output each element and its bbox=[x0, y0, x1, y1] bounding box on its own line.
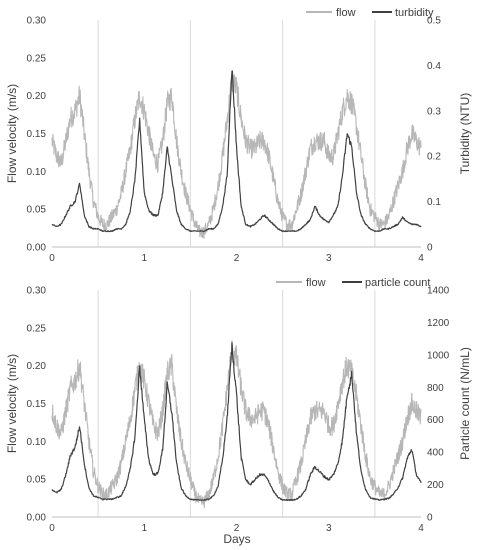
y2-tick-label: 0.1 bbox=[427, 197, 441, 208]
y2-axis-label: Turbidity (NTU) bbox=[458, 93, 472, 175]
legend: flow turbidity bbox=[306, 7, 434, 19]
series-line-particle-count bbox=[51, 342, 422, 502]
x-tick-label: 1 bbox=[141, 253, 147, 264]
y-tick-label: 0.10 bbox=[27, 437, 47, 448]
legend-label-secondary: turbidity bbox=[395, 7, 434, 19]
y-tick-label: 0.20 bbox=[27, 91, 47, 102]
x-tick-label: 0 bbox=[49, 523, 55, 534]
y-axis-label: Flow velocity (m/s) bbox=[5, 84, 19, 183]
y-tick-labels: 0.00 0.05 0.10 0.15 0.20 0.25 0.30 bbox=[27, 286, 47, 524]
x-tick-labels: 0 1 2 3 4 bbox=[49, 523, 424, 534]
y2-tick-label: 1200 bbox=[427, 318, 450, 329]
x-tick-labels: 0 1 2 3 4 bbox=[49, 253, 424, 264]
series-line-turbidity bbox=[51, 70, 422, 233]
flow-series-layer bbox=[51, 340, 422, 509]
x-tick-label: 2 bbox=[234, 523, 240, 534]
turbidity-series-layer bbox=[51, 70, 422, 233]
y2-tick-labels: 0 200 400 600 800 1000 1200 1400 bbox=[427, 286, 450, 524]
y-tick-label: 0.00 bbox=[27, 513, 47, 524]
series-line-flow bbox=[51, 72, 422, 239]
x-tick-label: 1 bbox=[141, 523, 147, 534]
y-tick-label: 0.20 bbox=[27, 361, 47, 372]
chart-panel-particle-count: 0 1 2 3 4 0.00 0.05 0.10 0.15 0.20 0.25 0.30 0 200 4… bbox=[5, 277, 472, 534]
y2-tick-label: 1400 bbox=[427, 286, 450, 297]
particle-count-series-layer bbox=[51, 342, 422, 502]
x-axis-label-days: Days bbox=[223, 532, 250, 546]
legend-label-flow: flow bbox=[336, 7, 356, 19]
legend: flow particle count bbox=[276, 277, 430, 289]
y2-tick-label: 600 bbox=[427, 415, 444, 426]
y2-tick-label: 0 bbox=[427, 513, 433, 524]
flow-series-layer bbox=[51, 72, 422, 239]
y2-tick-label: 200 bbox=[427, 480, 444, 491]
x-tick-label: 4 bbox=[418, 523, 424, 534]
y2-tick-label: 0 bbox=[427, 243, 433, 254]
x-tick-label: 3 bbox=[326, 253, 332, 264]
y-tick-label: 0.10 bbox=[27, 167, 47, 178]
y-tick-label: 0.15 bbox=[27, 129, 47, 140]
legend-label-secondary: particle count bbox=[365, 277, 430, 289]
y2-axis-label: Particle count (N/mL) bbox=[458, 347, 472, 460]
x-tick-label: 4 bbox=[418, 253, 424, 264]
vertical-gridlines bbox=[97, 290, 376, 517]
y-tick-label: 0.05 bbox=[27, 475, 47, 486]
y2-tick-labels: 0 0.1 0.2 0.3 0.4 0.5 bbox=[427, 16, 441, 254]
x-tick-label: 2 bbox=[234, 253, 240, 264]
y-tick-label: 0.30 bbox=[27, 286, 47, 297]
y2-tick-label: 0.3 bbox=[427, 106, 441, 117]
y2-tick-label: 0.5 bbox=[427, 16, 441, 27]
y-axis-label: Flow velocity (m/s) bbox=[5, 354, 19, 453]
y-tick-label: 0.00 bbox=[27, 243, 47, 254]
x-tick-label: 0 bbox=[49, 253, 55, 264]
y-tick-label: 0.05 bbox=[27, 205, 47, 216]
y-tick-label: 0.15 bbox=[27, 399, 47, 410]
y2-tick-label: 1000 bbox=[427, 350, 450, 361]
y2-tick-label: 0.4 bbox=[427, 61, 441, 72]
vertical-gridlines bbox=[97, 20, 376, 247]
series-line-flow bbox=[51, 340, 422, 509]
y2-tick-label: 800 bbox=[427, 383, 444, 394]
y-tick-label: 0.30 bbox=[27, 16, 47, 27]
y-tick-label: 0.25 bbox=[27, 53, 47, 64]
legend-label-flow: flow bbox=[306, 277, 326, 289]
y-tick-label: 0.25 bbox=[27, 323, 47, 334]
y-tick-labels: 0.00 0.05 0.10 0.15 0.20 0.25 0.30 bbox=[27, 16, 47, 254]
x-tick-label: 3 bbox=[326, 523, 332, 534]
y2-tick-label: 400 bbox=[427, 448, 444, 459]
y2-tick-label: 0.2 bbox=[427, 152, 441, 163]
